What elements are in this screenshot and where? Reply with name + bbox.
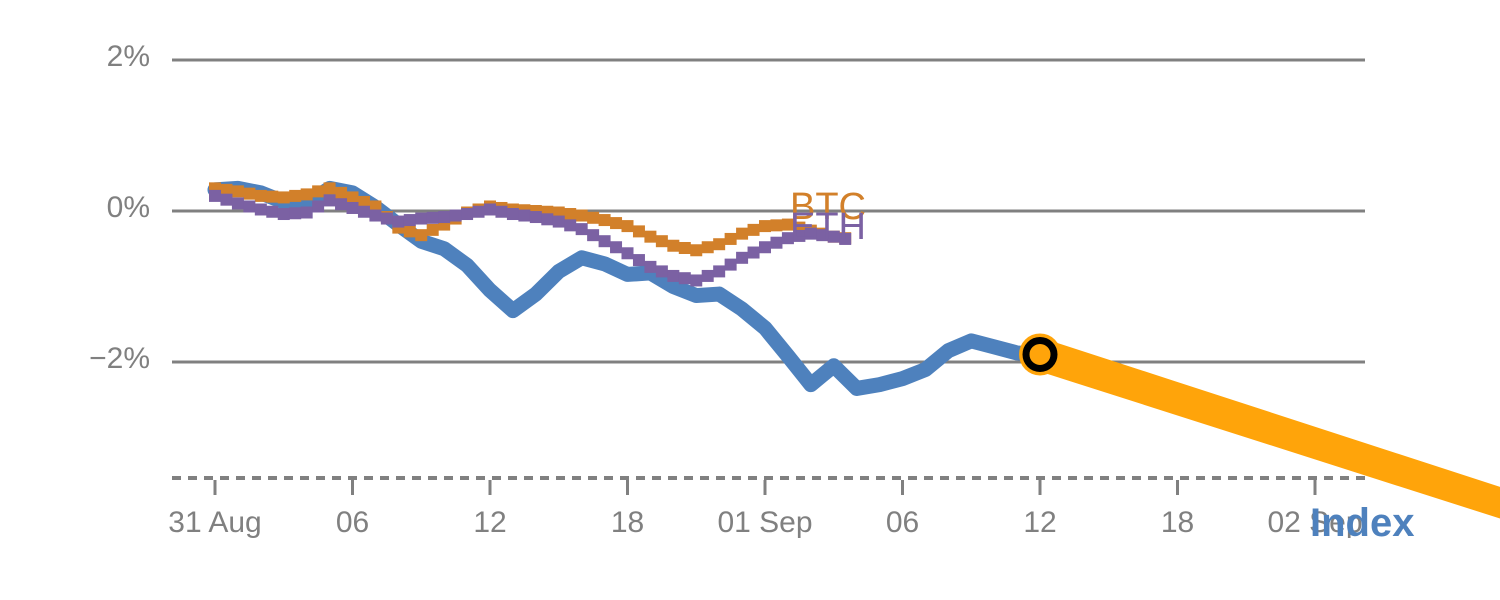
x-axis-tick-label: 18 — [1160, 506, 1195, 539]
x-axis-tick-label: 12 — [473, 506, 507, 539]
x-axis-tick-label: 31 Aug — [168, 506, 262, 539]
x-axis-ticks — [213, 480, 1317, 495]
y-axis-tick-label: −2% — [89, 342, 150, 375]
y-axis-tick-label: 0% — [106, 191, 150, 224]
current-value-marker[interactable] — [1019, 333, 1061, 376]
x-axis-tick-label: 06 — [335, 506, 370, 539]
series-label-eth: ETH — [790, 206, 866, 248]
series-dotted-eth — [209, 189, 852, 287]
x-axis-tick-label: 01 Sep — [717, 506, 813, 539]
x-axis-tick-label: 18 — [610, 506, 645, 539]
x-axis-tick-label: 02 Sep — [1267, 506, 1363, 539]
series-label-index: Index — [1310, 501, 1415, 545]
series-label-btc: BTC — [790, 186, 866, 228]
x-axis-tick-label: 06 — [885, 506, 920, 539]
series-line-index — [207, 180, 1048, 396]
y-axis-tick-label: 2% — [106, 40, 150, 73]
x-axis-tick-label: 12 — [1023, 506, 1057, 539]
